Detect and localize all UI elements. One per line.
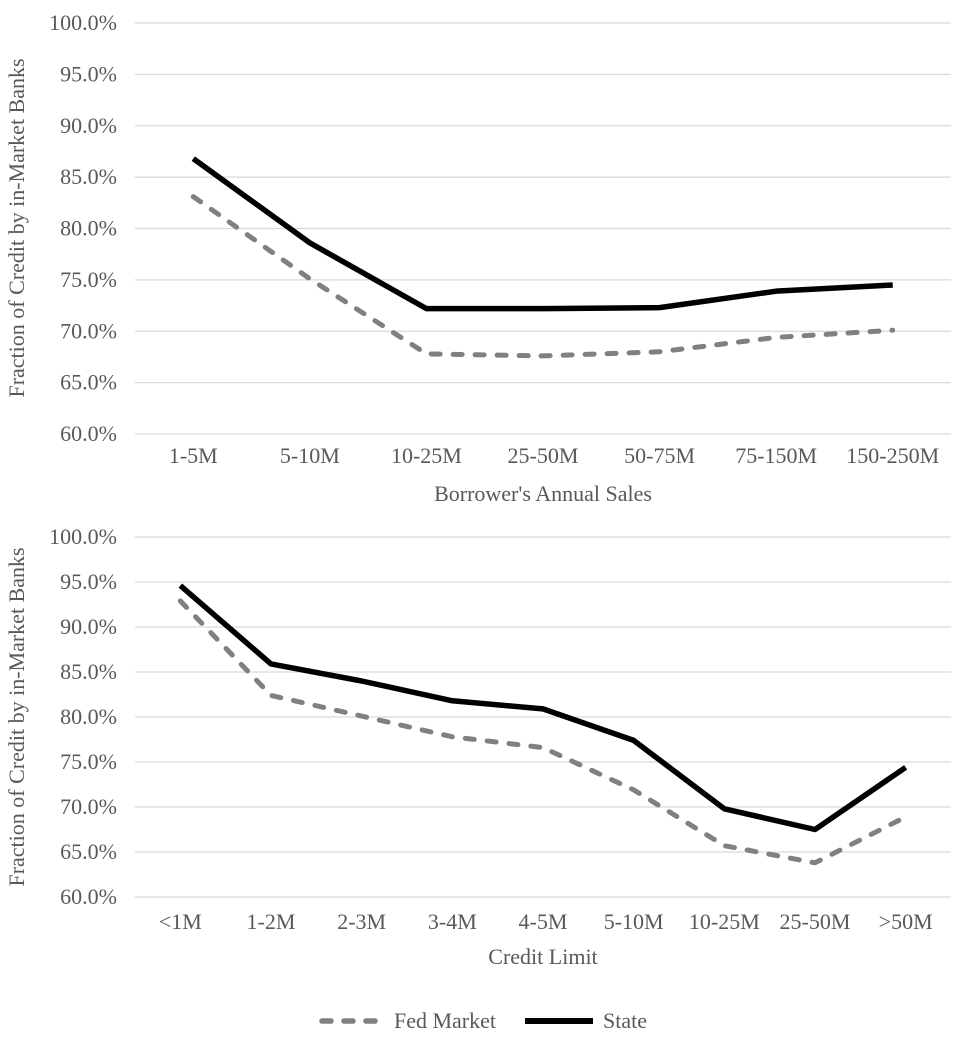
y-tick-label: 70.0% <box>60 318 117 343</box>
x-tick-label: 1-2M <box>247 909 296 934</box>
y-tick-label: 75.0% <box>60 267 117 292</box>
y-tick-label: 80.0% <box>60 216 117 241</box>
annual-sales-chart: Fraction of Credit by in-Market Banks 60… <box>4 10 951 506</box>
state-solid-line-swatch <box>525 1018 594 1024</box>
y-tick-label: 65.0% <box>60 839 117 864</box>
y-tick-label: 95.0% <box>60 61 117 86</box>
y-axis-title: Fraction of Credit by in-Market Banks <box>4 547 29 886</box>
y-tick-label: 70.0% <box>60 794 117 819</box>
y-tick-label: 60.0% <box>60 421 117 446</box>
x-tick-label: <1M <box>159 909 202 934</box>
plot-area: 60.0% 65.0% 70.0% 75.0% 80.0% 85.0% 90.0% 95.0%… <box>49 524 951 934</box>
x-tick-label: 2-3M <box>337 909 386 934</box>
fed-market-dashed-line-swatch <box>319 1018 385 1024</box>
x-tick-label: 75-150M <box>735 443 817 468</box>
y-tick-label: 60.0% <box>60 884 117 909</box>
legend: Fed Market State <box>0 975 966 1047</box>
y-tick-label: 100.0% <box>49 524 117 549</box>
y-tick-label: 100.0% <box>49 10 117 35</box>
y-tick-label: 90.0% <box>60 113 117 138</box>
x-tick-label: 5-10M <box>604 909 664 934</box>
x-tick-label: 1-5M <box>169 443 218 468</box>
x-tick-label: 10-25M <box>689 909 760 934</box>
x-tick-label: 25-50M <box>780 909 851 934</box>
fed-market-line <box>177 598 909 866</box>
x-axis-title: Borrower's Annual Sales <box>434 481 652 506</box>
plot-area: 60.0% 65.0% 70.0% 75.0% 80.0% 85.0% 90.0% 95.0%… <box>49 10 951 468</box>
y-tick-label: 75.0% <box>60 749 117 774</box>
state-line <box>191 156 893 312</box>
legend-item-fed-market: Fed Market <box>319 1008 496 1034</box>
y-tick-label: 95.0% <box>60 569 117 594</box>
legend-label-fed-market: Fed Market <box>393 1008 497 1033</box>
x-tick-label: 5-10M <box>280 443 340 468</box>
x-tick-label: 50-75M <box>624 443 695 468</box>
x-tick-label: >50M <box>879 909 933 934</box>
credit-limit-chart: Fraction of Credit by in-Market Banks 60… <box>4 524 951 969</box>
x-tick-label: 25-50M <box>508 443 579 468</box>
fed-market-line <box>190 194 896 359</box>
y-axis-title: Fraction of Credit by in-Market Banks <box>4 58 29 397</box>
state-line <box>178 583 908 833</box>
x-tick-label: 3-4M <box>428 909 477 934</box>
y-tick-label: 90.0% <box>60 614 117 639</box>
y-tick-label: 65.0% <box>60 370 117 395</box>
legend-item-state: State <box>524 1008 647 1034</box>
x-tick-label: 10-25M <box>391 443 462 468</box>
y-tick-label: 80.0% <box>60 704 117 729</box>
legend-label-state: State <box>603 1008 648 1033</box>
x-tick-label: 4-5M <box>519 909 568 934</box>
x-axis-title: Credit Limit <box>488 944 597 969</box>
x-tick-label: 150-250M <box>846 443 939 468</box>
y-tick-label: 85.0% <box>60 659 117 684</box>
y-tick-label: 85.0% <box>60 164 117 189</box>
